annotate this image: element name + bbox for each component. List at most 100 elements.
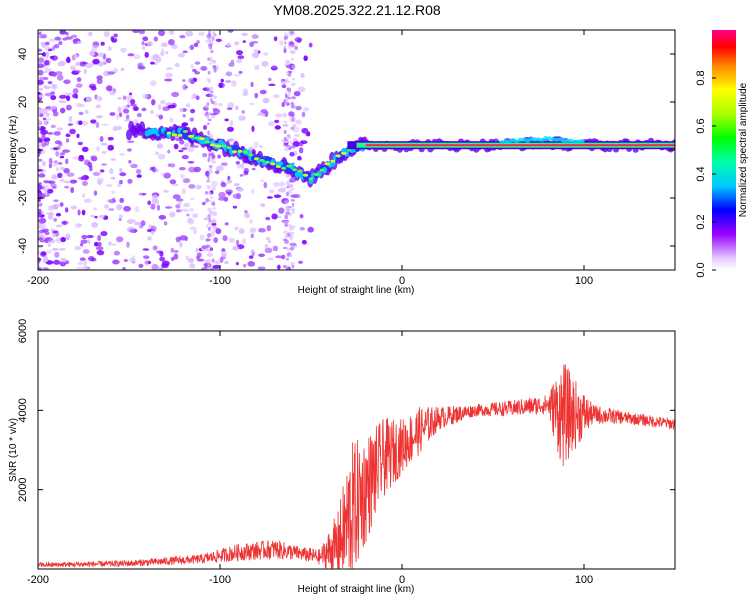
spectrogram-noise-blob	[133, 106, 139, 112]
spectrogram-noise-blob	[38, 63, 44, 69]
spectrogram-noise-blob	[38, 203, 43, 207]
spectrogram-noise-blob	[305, 132, 310, 137]
spectrogram-noise-blob	[241, 110, 245, 114]
spectrogram-speckle	[285, 101, 290, 107]
spectrogram-noise-blob	[266, 196, 273, 199]
spectrogram-noise-blob	[58, 141, 63, 147]
spectrogram-noise-blob	[129, 228, 136, 233]
spectrogram-noise-blob	[141, 46, 146, 50]
spectrogram-noise-blob	[294, 134, 300, 137]
spectrogram-noise-blob	[178, 52, 186, 58]
spectrogram-noise-blob	[72, 93, 78, 99]
spectrogram-noise-blob	[187, 160, 195, 164]
spectrogram-noise-blob	[272, 65, 277, 70]
spectrogram-noise-blob	[238, 115, 246, 121]
spectrogram-noise-blob	[41, 160, 47, 167]
spectrogram-noise-blob	[214, 260, 221, 265]
spectrogram-noise-blob	[301, 239, 307, 245]
spectrogram-noise-blob	[239, 174, 244, 177]
spectrogram-noise-blob	[121, 266, 127, 270]
spectrogram-noise-blob	[218, 82, 225, 89]
spectrogram-noise-blob	[187, 217, 193, 223]
spectrogram-noise-blob	[141, 40, 145, 46]
spectrogram-noise-blob	[150, 230, 155, 235]
spectrogram-speckle	[212, 220, 216, 224]
spectrogram-noise-blob	[194, 71, 200, 75]
spectrogram-noise-blob	[70, 186, 75, 194]
spectrogram-noise-blob	[220, 181, 227, 188]
spectrogram-noise-blob	[52, 248, 59, 251]
spectrogram-noise-blob	[105, 57, 112, 64]
spectrogram-noise-blob	[221, 250, 227, 258]
spectrogram-noise-blob	[228, 62, 235, 67]
spectrogram-speckle	[288, 252, 293, 258]
snr-x-ticks: -200 -100 0 100	[27, 331, 593, 586]
spectrogram-noise-blob	[101, 163, 107, 166]
spectrogram-noise-blob	[170, 247, 175, 253]
spectrogram-noise-blob	[65, 31, 69, 36]
spectrogram-speckle	[207, 130, 210, 136]
spectrogram-speckle	[290, 208, 296, 212]
spectrogram-speckle	[291, 144, 296, 149]
spectrogram-noise-blob	[103, 204, 109, 209]
snr-frame	[37, 330, 676, 570]
spectrogram-noise-blob	[38, 264, 41, 268]
spectrogram-noise-blob	[265, 216, 271, 221]
spectrogram-noise-blob	[69, 179, 78, 184]
spectrogram-noise-blob	[39, 108, 48, 115]
spectrogram-noise-blob	[182, 50, 188, 54]
spectrogram-noise-blob	[177, 201, 182, 205]
spectrogram-noise-blob	[227, 30, 234, 33]
spectrogram-noise-blob	[81, 234, 88, 240]
spectrogram-noise-blob	[268, 121, 275, 127]
spectrogram-speckle	[209, 86, 214, 92]
spectrogram-noise-blob	[185, 30, 194, 37]
spectrogram-noise-blob	[135, 169, 142, 174]
spectrogram-noise-blob	[57, 172, 63, 179]
spectrogram-noise-blob	[56, 74, 64, 81]
spectrogram-noise-blob	[98, 52, 105, 58]
spectrogram-ridge-peak	[335, 154, 341, 158]
spectrogram-noise-blob	[72, 88, 79, 95]
spectrogram-noise-blob	[275, 255, 283, 259]
spectrogram-noise-blob	[50, 227, 54, 232]
spectrogram-speckle	[291, 117, 294, 122]
spectrogram-noise-blob	[127, 178, 133, 184]
spectrogram-noise-blob	[65, 158, 69, 165]
spectrogram-noise-blob	[275, 113, 283, 118]
spectrogram-speckle	[210, 232, 215, 237]
spectrogram-noise-blob	[96, 250, 105, 256]
spectrogram-noise-blob	[128, 92, 133, 96]
spectrogram-noise-blob	[240, 162, 245, 170]
spectrogram-noise-blob	[296, 38, 302, 43]
spectrogram-noise-blob	[84, 109, 89, 115]
spectrogram-noise-blob	[235, 161, 240, 165]
spectrogram-noise-blob	[165, 50, 169, 55]
spectrogram-noise-blob	[208, 166, 213, 173]
spectrogram-noise-blob	[268, 77, 272, 82]
spectrogram-noise-blob	[273, 36, 278, 42]
spectrogram-noise-blob	[172, 194, 181, 200]
spectrogram-noise-blob	[101, 150, 107, 154]
spectrogram-noise-blob	[207, 252, 213, 258]
spectrogram-speckle	[211, 160, 217, 164]
spectrogram-noise-blob	[169, 163, 176, 168]
spectrogram-noise-blob	[110, 190, 115, 194]
spectrogram-noise-blob	[130, 103, 137, 107]
spectrogram-noise-blob	[123, 205, 132, 212]
spectrogram-noise-blob	[150, 80, 157, 87]
spectrogram-noise-blob	[63, 167, 70, 174]
snr-y-label: SNR (10 * v/v)	[8, 418, 19, 482]
spectrogram-speckle	[290, 104, 296, 109]
y-tick-label: -40	[17, 238, 29, 254]
y-tick-label: 20	[17, 96, 29, 108]
spectrogram-speckle	[285, 80, 291, 83]
spectrogram-noise-blob	[94, 241, 99, 247]
spectrogram-noise-blob	[98, 214, 105, 219]
spectrogram-noise-blob	[300, 72, 305, 79]
spectrogram-noise-blob	[60, 236, 67, 243]
spectrogram-noise-blob	[264, 243, 269, 249]
spectrogram-noise-blob	[57, 62, 65, 67]
spectrogram-noise-blob	[185, 103, 191, 108]
spectrogram-hump	[557, 137, 563, 142]
